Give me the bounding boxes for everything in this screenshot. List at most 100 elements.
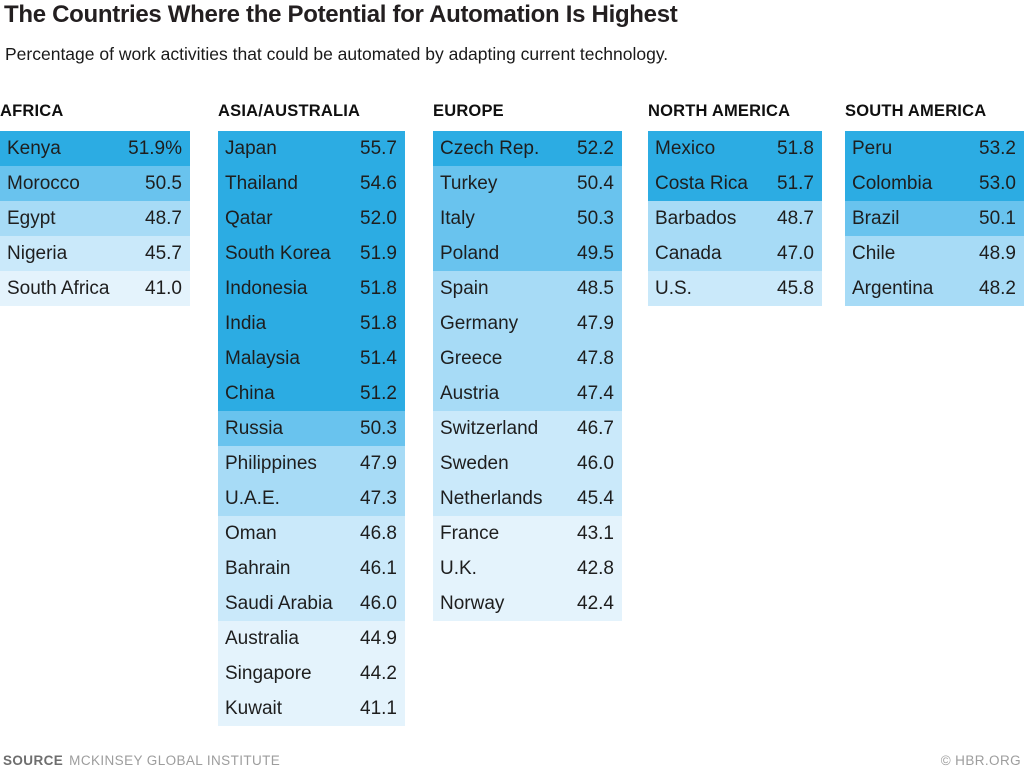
country-name: India — [225, 312, 267, 334]
region-header: EUROPE — [433, 102, 504, 120]
country-name: Italy — [440, 207, 475, 229]
region-header: SOUTH AMERICA — [845, 102, 987, 120]
table-row: Spain 48.5 — [433, 271, 622, 306]
country-value: 48.2 — [979, 277, 1016, 299]
country-name: China — [225, 382, 275, 404]
country-name: Norway — [440, 592, 505, 614]
country-value: 52.2 — [577, 137, 614, 159]
table-row: Philippines 47.9 — [218, 446, 405, 481]
table-row: Italy 50.3 — [433, 201, 622, 236]
table-row: Sweden 46.0 — [433, 446, 622, 481]
country-value: 45.7 — [145, 242, 182, 264]
table-row: Austria 47.4 — [433, 376, 622, 411]
source-value: MCKINSEY GLOBAL INSTITUTE — [69, 753, 281, 768]
country-value: 47.9 — [360, 452, 397, 474]
table-row: China 51.2 — [218, 376, 405, 411]
table-row: Poland 49.5 — [433, 236, 622, 271]
country-value: 44.9 — [360, 627, 397, 649]
source-label: SOURCE — [3, 753, 64, 768]
table-row: Switzerland 46.7 — [433, 411, 622, 446]
country-name: France — [440, 522, 500, 544]
country-name: South Africa — [7, 277, 110, 299]
country-name: Mexico — [655, 137, 716, 159]
country-value: 42.4 — [577, 592, 614, 614]
country-value: 53.0 — [979, 172, 1016, 194]
footer: SOURCE MCKINSEY GLOBAL INSTITUTE © HBR.OR… — [3, 753, 1021, 768]
table-row: U.A.E. 47.3 — [218, 481, 405, 516]
country-value: 46.0 — [360, 592, 397, 614]
country-name: Oman — [225, 522, 277, 544]
country-value: 45.4 — [577, 487, 614, 509]
table-row: Costa Rica 51.7 — [648, 166, 822, 201]
country-value: 44.2 — [360, 662, 397, 684]
country-value: 48.9 — [979, 242, 1016, 264]
country-name: Peru — [852, 137, 893, 159]
country-value: 47.4 — [577, 382, 614, 404]
country-value: 46.0 — [577, 452, 614, 474]
country-value: 50.4 — [577, 172, 614, 194]
table-row: Czech Rep. 52.2 — [433, 131, 622, 166]
table-row: Singapore 44.2 — [218, 656, 405, 691]
country-value: 52.0 — [360, 207, 397, 229]
country-value: 47.0 — [777, 242, 814, 264]
country-name: Malaysia — [225, 347, 300, 369]
country-name: Barbados — [655, 207, 737, 229]
country-name: Spain — [440, 277, 489, 299]
country-name: Germany — [440, 312, 519, 334]
region-header: NORTH AMERICA — [648, 102, 791, 120]
country-value: 43.1 — [577, 522, 614, 544]
table-row: Barbados 48.7 — [648, 201, 822, 236]
region-column-africa: AFRICA Kenya 51.9% Morocco 50.5 Egypt 48.7 Nige… — [0, 100, 190, 306]
table-row: France 43.1 — [433, 516, 622, 551]
country-name: Russia — [225, 417, 284, 439]
table-row: Russia 50.3 — [218, 411, 405, 446]
country-name: U.S. — [655, 277, 692, 299]
country-name: Bahrain — [225, 557, 291, 579]
page-title: The Countries Where the Potential for Au… — [4, 1, 678, 28]
table-row: Canada 47.0 — [648, 236, 822, 271]
table-row: India 51.8 — [218, 306, 405, 341]
country-name: Argentina — [852, 277, 934, 299]
table-row: Kuwait 41.1 — [218, 691, 405, 726]
country-name: Morocco — [7, 172, 80, 194]
country-value: 51.8 — [360, 277, 397, 299]
source-line: SOURCE MCKINSEY GLOBAL INSTITUTE — [3, 753, 280, 768]
country-name: Turkey — [440, 172, 498, 194]
country-value: 55.7 — [360, 137, 397, 159]
region-header: ASIA/AUSTRALIA — [218, 102, 361, 120]
country-name: Sweden — [440, 452, 509, 474]
country-value: 51.4 — [360, 347, 397, 369]
table-row: Greece 47.8 — [433, 341, 622, 376]
country-name: Qatar — [225, 207, 273, 229]
country-value: 53.2 — [979, 137, 1016, 159]
table-row: Netherlands 45.4 — [433, 481, 622, 516]
table-row: Turkey 50.4 — [433, 166, 622, 201]
page-subtitle: Percentage of work activities that could… — [5, 44, 669, 64]
country-name: Poland — [440, 242, 500, 264]
country-name: Indonesia — [225, 277, 308, 299]
country-name: Australia — [225, 627, 299, 649]
credit-hbr: © HBR.ORG — [940, 753, 1021, 768]
table-row: Chile 48.9 — [845, 236, 1024, 271]
table-row: Mexico 51.8 — [648, 131, 822, 166]
country-name: South Korea — [225, 242, 331, 264]
region-column-north-america: NORTH AMERICA Mexico 51.8 Costa Rica 51.7 Bar… — [648, 100, 822, 306]
country-value: 47.3 — [360, 487, 397, 509]
table-row: Saudi Arabia 46.0 — [218, 586, 405, 621]
country-name: Philippines — [225, 452, 317, 474]
table-row: Bahrain 46.1 — [218, 551, 405, 586]
table-row: Brazil 50.1 — [845, 201, 1024, 236]
table-row: South Africa 41.0 — [0, 271, 190, 306]
country-value: 50.3 — [577, 207, 614, 229]
country-name: U.A.E. — [225, 487, 280, 509]
country-name: Nigeria — [7, 242, 68, 264]
table-row: U.K. 42.8 — [433, 551, 622, 586]
country-value: 47.8 — [577, 347, 614, 369]
country-name: Thailand — [225, 172, 298, 194]
country-name: Egypt — [7, 207, 56, 229]
table-row: Thailand 54.6 — [218, 166, 405, 201]
table-row: Egypt 48.7 — [0, 201, 190, 236]
country-value: 54.6 — [360, 172, 397, 194]
table-row: Japan 55.7 — [218, 131, 405, 166]
